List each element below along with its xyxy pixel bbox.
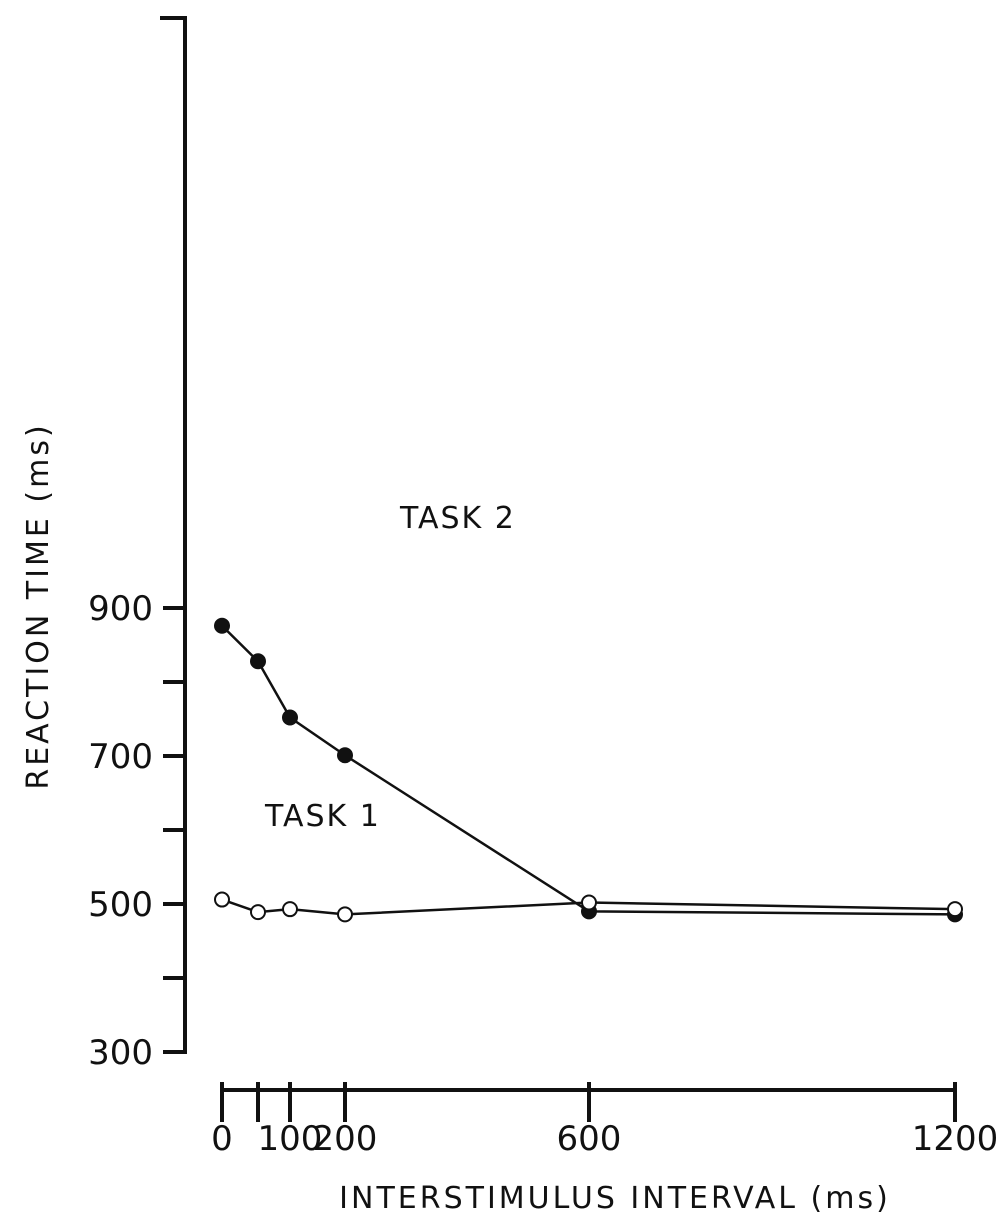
open-data-point	[581, 894, 597, 911]
open-data-point	[250, 904, 266, 921]
series-label-task-2: TASK 2	[399, 501, 516, 536]
x-tick-label: 1200	[912, 1119, 999, 1159]
x-tick-label: 0	[211, 1119, 233, 1159]
y-tick-label: 300	[88, 1033, 153, 1073]
open-data-point	[947, 901, 963, 918]
y-tick-label: 500	[88, 885, 153, 925]
x-axis-title: INTERSTIMULUS INTERVAL (ms)	[339, 1181, 891, 1216]
open-data-point	[214, 891, 230, 908]
series-layer	[214, 617, 963, 923]
open-data-point	[337, 906, 353, 923]
y-axis-title: REACTION TIME (ms)	[21, 422, 56, 789]
filled-data-point	[337, 747, 353, 764]
open-data-point	[282, 901, 298, 918]
y-tick-label: 900	[88, 589, 153, 629]
x-tick-label: 600	[557, 1119, 622, 1159]
y-axis: 300 500 700 900	[88, 16, 187, 1073]
series-label-task-1: TASK 1	[264, 799, 381, 834]
x-tick-label: 100	[258, 1119, 323, 1159]
y-tick-label: 700	[88, 737, 153, 777]
filled-data-point	[250, 653, 266, 670]
filled-data-point	[282, 709, 298, 726]
series-line-1	[221, 624, 956, 916]
filled-data-point	[214, 617, 230, 634]
x-tick-label: 200	[313, 1119, 378, 1159]
